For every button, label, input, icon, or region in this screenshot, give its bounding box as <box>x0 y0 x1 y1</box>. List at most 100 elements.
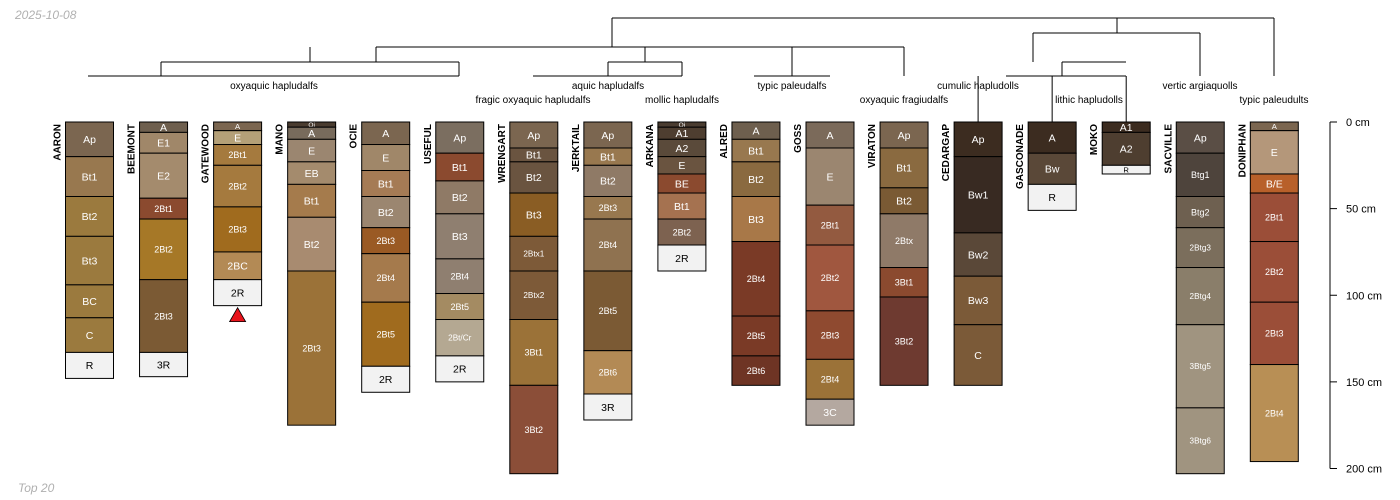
horizon-label: 3Bt1 <box>895 277 914 287</box>
horizon-ap <box>435 121 485 154</box>
soil-profile: A Bw R GASCONADE <box>1015 121 1077 211</box>
horizon-label: E2 <box>157 170 170 182</box>
horizon-2bt6 <box>731 355 781 386</box>
horizon-label: Bt1 <box>748 145 764 157</box>
horizon-2btg4 <box>1175 267 1225 326</box>
horizon-2bt6 <box>583 350 633 395</box>
group-label: typic paleudults <box>1240 95 1309 106</box>
horizon-2bt4 <box>361 253 411 303</box>
horizon-e2 <box>139 152 189 199</box>
horizon-label: A1 <box>1120 122 1133 134</box>
horizon-label: 2Bt5 <box>450 302 469 312</box>
horizon-bt1 <box>287 183 337 218</box>
profile-name: GASCONADE <box>1015 124 1026 189</box>
profile-name: BEEMONT <box>127 124 138 174</box>
horizon-label: 3R <box>157 359 171 371</box>
horizon-label: 2Btx1 <box>523 250 544 259</box>
horizon-ap <box>953 121 1003 158</box>
horizon-2r <box>657 244 707 272</box>
horizon-bt1 <box>879 147 929 189</box>
horizon-label: E <box>308 145 315 157</box>
horizon-2bt3 <box>1249 301 1299 366</box>
horizon-label: 2Bt5 <box>747 331 766 341</box>
horizon-2r <box>213 279 263 307</box>
horizon-ap <box>583 121 633 149</box>
horizon-label: 2Bt4 <box>450 271 469 281</box>
horizon-c <box>65 317 114 353</box>
horizon-label: 2Bt4 <box>376 273 395 283</box>
horizon-3r <box>583 393 633 421</box>
soil-profile: A Bt1 Bt2 Bt3 2Bt4 2Bt5 2Bt6 ALRED <box>719 121 781 386</box>
horizon-r <box>1101 164 1151 175</box>
horizon-label: A <box>382 128 389 140</box>
horizon-3btg6 <box>1175 407 1225 475</box>
soil-profile: Ap Btg1 Btg2 2Btg3 2Btg4 3Btg5 3Btg6 SACVILLE <box>1163 121 1225 475</box>
horizon-label: 2Bt3 <box>599 203 618 213</box>
horizon-a <box>805 121 855 149</box>
horizon-label: R <box>1123 165 1129 174</box>
horizon-label: 3Bt1 <box>525 348 544 358</box>
soil-profile: Ap Bt1 Bt2 2Bt3 2Bt4 2Bt5 2Bt6 3R JERKTAIL <box>571 121 633 421</box>
horizon-label: A <box>1272 122 1278 131</box>
horizon-label: A <box>826 130 833 142</box>
horizon-label: 3Bt2 <box>895 336 914 346</box>
profile-name: ARKANA <box>645 124 656 167</box>
soil-profile: Ap Bt1 Bt2 Bt3 2Btx1 2Btx2 3Bt1 3Bt2 WRENGART <box>497 121 559 475</box>
horizon-label: 2Bt5 <box>599 306 618 316</box>
profile-name: CEDARGAP <box>941 124 952 182</box>
horizon-label: A <box>160 122 167 134</box>
profile-name: GATEWOOD <box>201 124 212 183</box>
horizon-label: Bw3 <box>968 295 989 307</box>
horizon-label: Bw <box>1045 164 1060 176</box>
horizon-label: C <box>86 330 94 342</box>
soil-profile: Ap Bt1 Bt2 Bt3 BC C R AARON <box>53 121 114 379</box>
date-label: 2025-10-08 <box>15 8 77 22</box>
horizon-label: 2Bt2 <box>154 245 173 255</box>
horizon-bw3 <box>953 275 1003 326</box>
horizon-label: A2 <box>675 143 688 155</box>
horizon-label: 2BC <box>227 261 248 273</box>
horizon-bt3 <box>509 192 559 237</box>
horizon-label: 2Bt1 <box>228 150 247 160</box>
horizon-label: Bw2 <box>968 249 989 261</box>
horizon-label: 2Bt6 <box>747 366 766 376</box>
horizon-2bt1 <box>805 204 855 246</box>
horizon-label: Bt1 <box>896 163 912 175</box>
horizon-label: 2Bt1 <box>1265 213 1284 223</box>
group-label: mollic hapludalfs <box>645 95 719 106</box>
horizon-label: Bt1 <box>378 178 394 190</box>
horizon-label: Bt1 <box>600 151 616 163</box>
horizon-2bt5 <box>583 270 633 352</box>
horizon-bt1 <box>65 156 114 197</box>
group-label: oxyaquic hapludalfs <box>230 81 318 92</box>
horizon-2bt1 <box>1249 192 1299 243</box>
group-label: vertic argiaquolls <box>1162 81 1237 92</box>
profile-name: GOSS <box>793 124 804 153</box>
horizon-label: 2Bt2 <box>673 227 692 237</box>
horizon-3bt2 <box>879 296 929 386</box>
horizon-label: Ap <box>527 130 540 142</box>
profile-name: JERKTAIL <box>571 124 582 172</box>
horizon-label: A <box>1049 132 1056 144</box>
horizon-e <box>805 147 855 206</box>
horizon-label: 2Bt3 <box>154 311 173 321</box>
group-label: typic paleudalfs <box>758 81 827 92</box>
horizon-label: 2Btg4 <box>1190 292 1212 301</box>
horizon-2bt4 <box>1249 364 1299 463</box>
soil-profile: AE 2Bt1 2Bt2 2Bt3 2BC 2R GATEWOOD <box>201 121 263 307</box>
horizon-label: 2R <box>379 374 393 386</box>
dendrogram <box>88 17 1275 122</box>
horizon-label: Bt2 <box>748 174 764 186</box>
horizon-2bt3 <box>287 270 337 426</box>
horizon-label: Btg1 <box>1191 170 1210 180</box>
horizon-bt3 <box>65 235 114 286</box>
horizon-label: E <box>234 132 241 144</box>
depth-axis-label: 200 cm <box>1346 464 1382 476</box>
horizon-label: Bt3 <box>452 231 468 243</box>
group-label: fragic oxyaquic hapludalfs <box>475 95 590 106</box>
horizon-a <box>1027 121 1077 154</box>
horizon-label: E1 <box>157 138 170 150</box>
horizon-label: 2R <box>231 287 245 299</box>
horizon-label: 3R <box>601 402 615 414</box>
horizon-bc <box>65 284 114 319</box>
